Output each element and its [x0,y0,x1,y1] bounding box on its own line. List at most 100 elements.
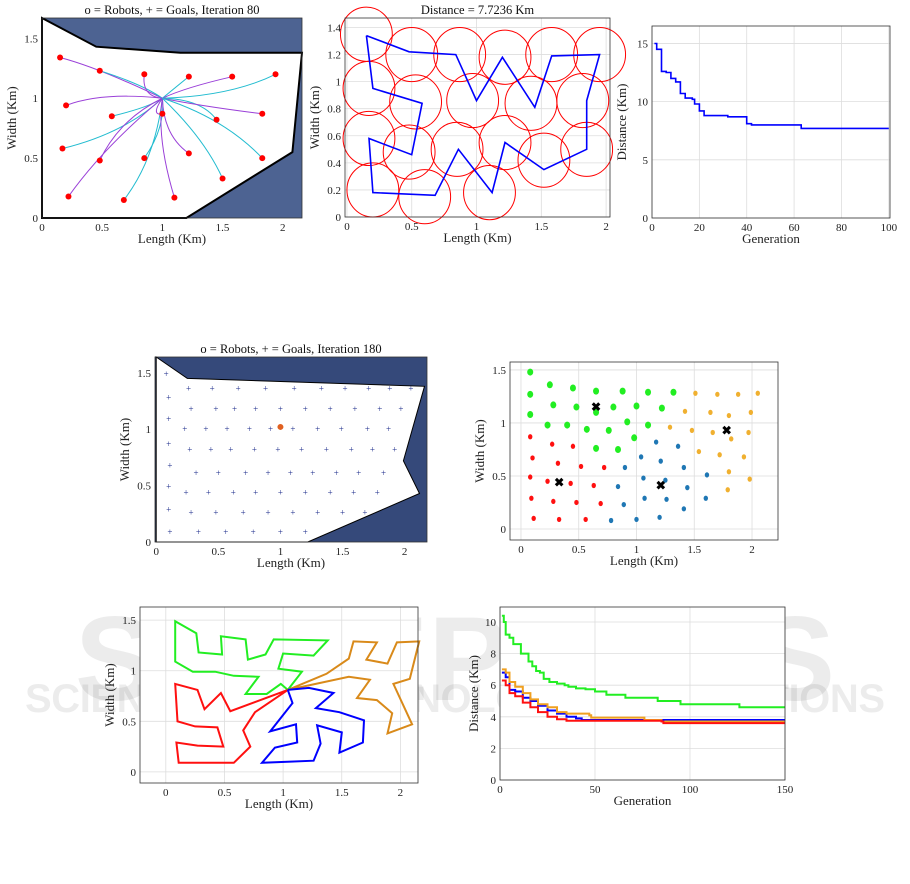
goal-marker: + [188,404,193,414]
series-line-best [654,42,889,130]
x-tick-label: 0 [344,221,350,233]
robot-marker [272,71,279,78]
goal-marker: + [290,424,295,434]
x-tick-label: 60 [789,222,801,234]
goal-marker: + [328,404,333,414]
goal-marker: + [247,424,252,434]
x-tick-label: 2 [402,546,408,558]
x-tick-label: 1.5 [534,221,548,233]
cluster-point-green [569,384,576,392]
goal-marker: + [278,487,283,497]
cluster-point-red [528,434,533,440]
x-axis-label: Length (Km) [610,553,678,568]
x-tick-label: 0 [153,546,159,558]
goal-marker: + [265,468,270,478]
goal-marker: + [292,384,297,394]
p3-chart: 0 20 40 60 80 100 0 5 10 15 Generation Distance (Km… [614,25,898,246]
goal-marker: + [377,404,382,414]
goal-marker: + [210,384,215,394]
goal-marker: + [366,384,371,394]
goal-marker: + [263,384,268,394]
x-tick-label: 50 [590,784,602,796]
y-tick-label: 1 [501,418,507,430]
coverage-circle [389,74,443,130]
robot-trajectory [123,98,163,201]
cluster-point-green [544,421,551,429]
goal-marker: + [365,424,370,434]
series-line-orange [287,640,421,735]
robot-trajectory [162,97,263,159]
axes-frame [154,356,428,543]
goal-marker: + [166,482,171,492]
y-tick-label: 10 [637,97,649,109]
goal-marker: + [324,445,329,455]
robot-marker [96,157,103,164]
robot-marker [185,150,192,157]
chart-title: Distance = 7.7236 Km [421,3,535,17]
cluster-point-orange [710,429,715,436]
goal-marker: + [319,384,324,394]
centroid-marker: ✖ [656,479,666,493]
x-tick-label: 0.5 [218,787,232,799]
cluster-point-red [578,463,584,470]
goal-marker: + [252,445,257,455]
goal-marker: + [216,468,221,478]
cluster-point-orange [682,408,688,414]
cluster-point-orange [741,454,747,460]
chart-title: o = Robots, + = Goals, Iteration 180 [200,342,381,356]
y-tick-label: 0 [146,537,152,549]
cluster-point-green [605,426,612,434]
y-tick-label: 1 [33,93,39,105]
goal-marker: + [187,445,192,455]
cluster-point-red [545,478,550,484]
goal-marker: + [164,369,169,379]
coverage-circle [398,169,452,225]
y-tick-label: 0.6 [327,131,341,143]
cluster-point-green [670,388,677,396]
cluster-point-orange [717,452,722,458]
cluster-point-orange [696,448,702,455]
goal-marker: + [310,468,315,478]
cluster-point-green [633,402,640,410]
series-line-green [174,619,330,695]
y-tick-label: 0.8 [327,104,341,116]
cluster-point-red [598,500,603,507]
goal-marker: + [166,393,171,403]
centroid-marker: ✖ [554,475,564,489]
cluster-point-green [527,410,534,418]
cluster-point-orange [689,427,695,433]
coverage-circle [433,26,487,83]
cluster-point-blue [638,454,644,460]
goal-marker: + [275,445,280,455]
cluster-point-green [564,421,571,429]
x-tick-label: 0.5 [211,546,225,558]
coverage-circle [478,114,532,171]
cluster-point-blue [641,475,646,481]
x-tick-label: 0 [518,544,524,556]
x-tick-label: 100 [881,222,898,234]
goal-marker: + [223,527,228,537]
y-tick-label: 8 [491,649,497,661]
goal-marker: + [231,487,236,497]
goal-marker: + [315,508,320,518]
cluster-point-green [658,404,665,412]
cluster-point-red [570,443,576,449]
robot-trajectory [162,76,233,99]
goal-marker: + [370,445,375,455]
goal-marker: + [206,487,211,497]
goal-marker: + [166,414,171,424]
robot-marker [96,67,103,74]
y-tick-label: 1.2 [327,50,341,62]
y-tick-label: 1.5 [122,615,136,627]
cluster-point-orange [708,409,713,415]
cluster-point-blue [634,516,639,523]
x-tick-label: 0 [649,222,655,234]
robot-marker [229,73,236,80]
y-tick-label: 0.5 [137,481,151,493]
y-tick-label: 0 [33,213,39,225]
robot-marker [141,71,148,78]
y-axis-label: Width (Km) [472,419,487,482]
y-tick-label: 0 [491,775,497,787]
cluster-point-green [631,434,638,442]
goal-marker: + [290,508,295,518]
